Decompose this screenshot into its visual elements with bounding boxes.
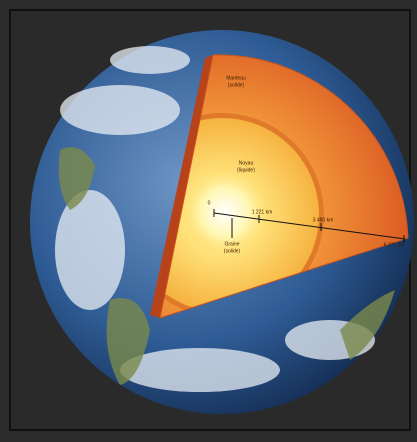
wedge-outline (159, 54, 409, 319)
scale-line (213, 209, 406, 243)
scale-label: 3 480 km (313, 217, 334, 223)
scale-label: 6 371 km (384, 242, 405, 248)
inner-core-name: Graine (224, 241, 239, 247)
inner-core (183, 170, 267, 254)
mantle-name: Manteau (226, 75, 246, 81)
outer-core-state: (liquide) (237, 167, 255, 173)
land (58, 147, 395, 385)
scale-label: 0 (208, 200, 211, 206)
outer-core-name: Noyau (239, 160, 254, 166)
mantle-state: (solide) (228, 82, 245, 88)
wedge-side (150, 55, 213, 318)
scale-label: 1 221 km (252, 209, 273, 215)
inner-core-state: (solide) (224, 248, 241, 254)
